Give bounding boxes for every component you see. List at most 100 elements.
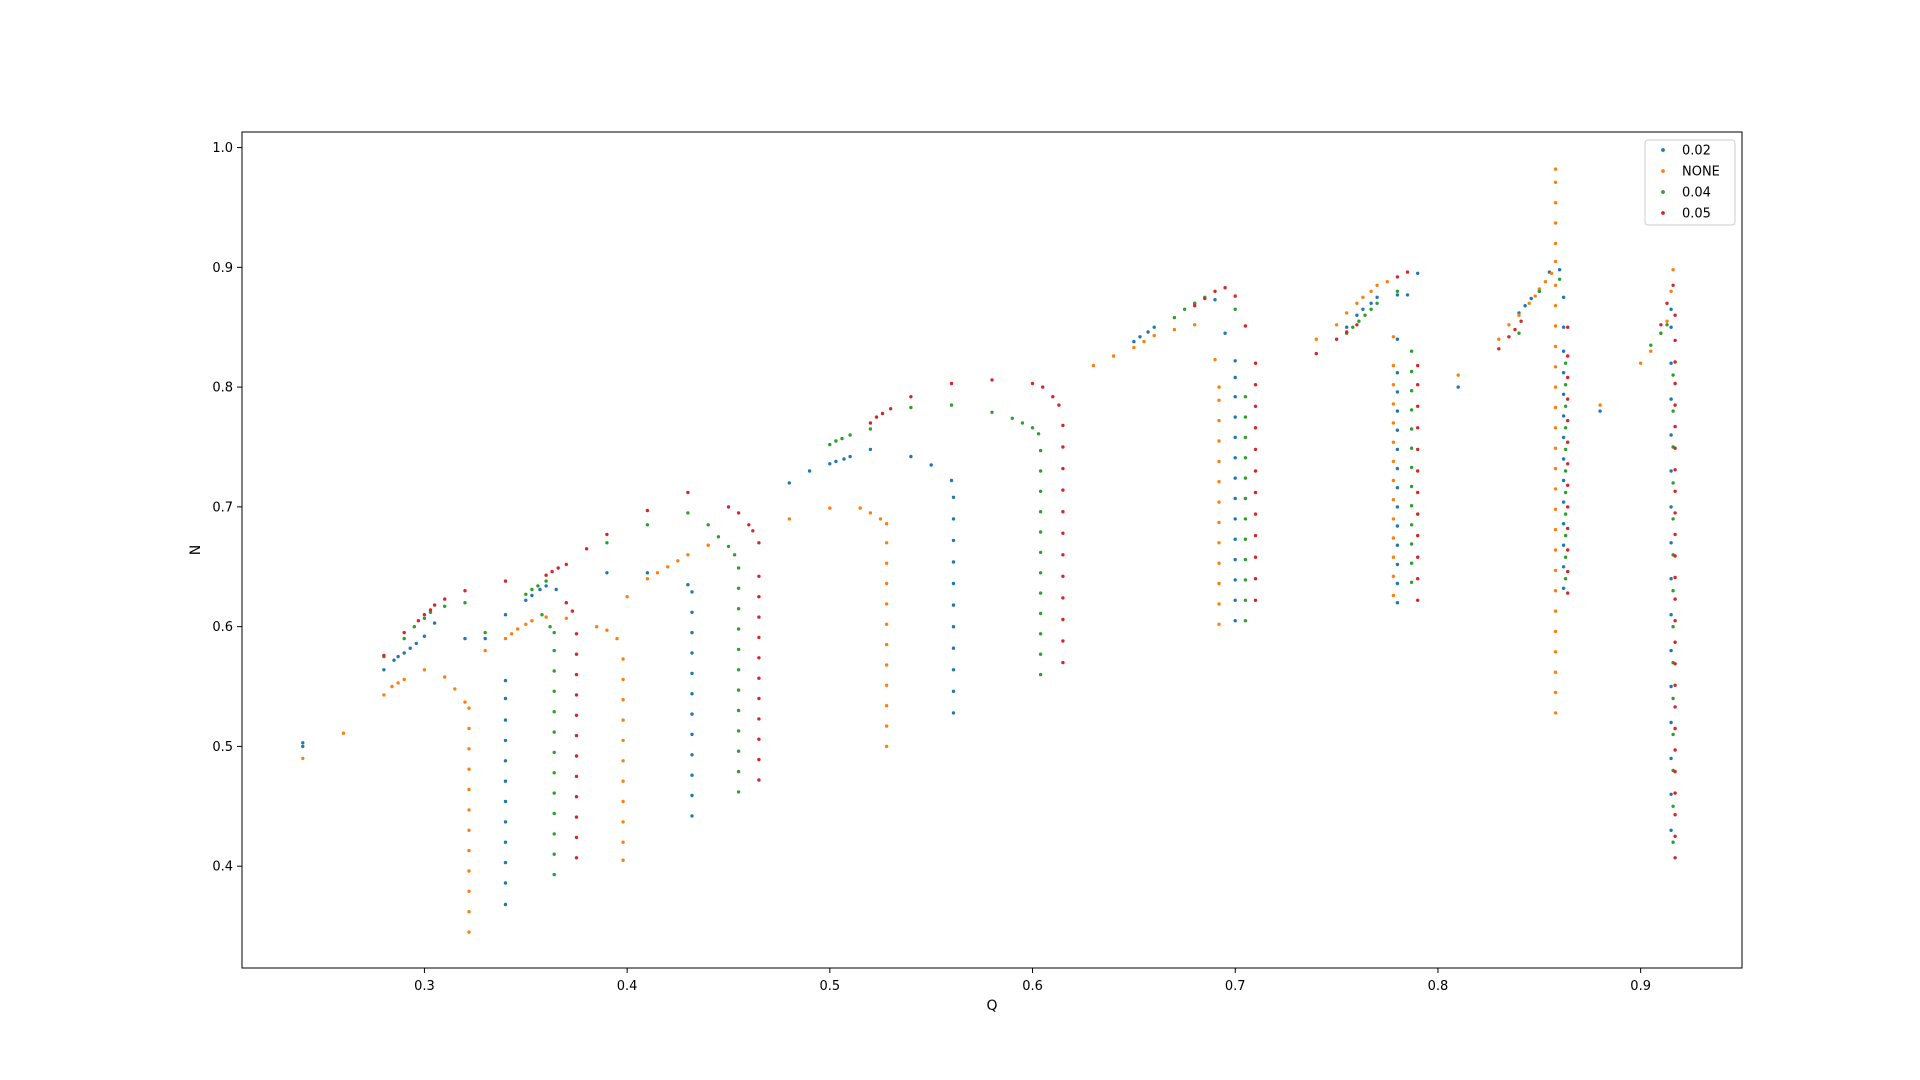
data-point [1217,520,1221,525]
data-point [1233,557,1237,562]
data-point [1561,414,1566,418]
data-point [1553,527,1558,532]
data-point [382,693,386,697]
data-point [524,622,528,626]
data-point [503,860,508,865]
data-point [1553,670,1558,674]
data-point [536,584,540,588]
data-point [552,648,556,653]
data-point [787,481,791,485]
data-point [1233,359,1237,363]
data-point [1671,732,1675,737]
data-point [538,587,542,592]
legend-marker [1661,148,1665,152]
data-point [690,793,694,798]
data-point [868,421,873,425]
data-point [1561,295,1566,299]
data-point [432,603,437,607]
data-point [1395,409,1400,413]
data-point [1563,469,1568,473]
data-point [1566,569,1570,574]
data-point [757,574,761,578]
data-point [1253,447,1258,452]
data-point [1395,601,1400,605]
data-point [1665,323,1669,327]
data-point [1253,555,1258,559]
series-0.04 [382,277,1675,877]
data-point [1673,597,1677,601]
legend-label: 0.05 [1682,207,1711,222]
data-point [757,595,761,599]
data-point [1416,533,1420,538]
data-point [1416,512,1420,516]
data-point [402,651,406,655]
x-tick-label: 0.8 [1428,979,1449,994]
legend-label: 0.02 [1682,144,1711,159]
data-point [1553,324,1558,328]
data-point [1671,804,1675,808]
data-point [1673,640,1677,644]
data-point [1561,586,1566,590]
data-point [1405,293,1410,297]
data-point [1409,561,1414,565]
data-point [645,577,650,581]
data-point [951,538,956,543]
data-point [1669,541,1673,545]
data-point [463,700,467,704]
data-point [878,517,883,521]
data-point [1659,331,1663,335]
data-point [524,592,528,596]
data-point [1243,435,1248,440]
data-point [1193,323,1197,327]
data-point [605,628,609,632]
data-point [1673,511,1677,515]
data-point [834,459,838,464]
data-point [690,753,694,757]
data-point [1233,435,1237,440]
data-point [1030,381,1035,386]
data-point [868,447,873,452]
data-point [1391,517,1396,521]
data-point [757,717,761,721]
data-point [548,625,552,629]
data-point [1061,488,1065,492]
data-point [1253,383,1258,387]
data-point [1673,468,1677,472]
data-point [1561,371,1566,375]
data-point [1416,469,1420,473]
data-point [1561,565,1566,569]
data-point [1038,530,1043,534]
data-point [1213,298,1217,302]
data-point [1566,375,1570,380]
data-point [1673,619,1677,623]
data-point [1038,591,1043,595]
data-point [1416,271,1420,275]
data-point [595,625,599,629]
data-point [1553,426,1558,430]
data-point [736,790,741,794]
data-point [1193,301,1197,305]
data-point [412,625,416,629]
data-point [1111,354,1116,358]
data-point [1038,571,1043,575]
data-point [1395,524,1400,528]
data-point [1566,418,1570,423]
data-point [884,541,889,545]
data-point [1553,711,1558,715]
data-point [787,517,791,521]
data-point [1375,301,1379,305]
data-point [1061,466,1065,471]
data-point [1391,402,1396,406]
data-point [1030,426,1035,430]
y-tick-label: 0.4 [212,860,233,875]
data-point [1233,307,1237,311]
data-point [605,571,609,575]
data-point [1523,304,1527,308]
data-point [1355,301,1359,305]
data-point [1553,283,1558,287]
data-point [736,647,741,652]
data-point [1553,259,1558,264]
data-point [1416,383,1420,387]
data-point [1553,466,1558,471]
plot-frame [241,131,1743,969]
